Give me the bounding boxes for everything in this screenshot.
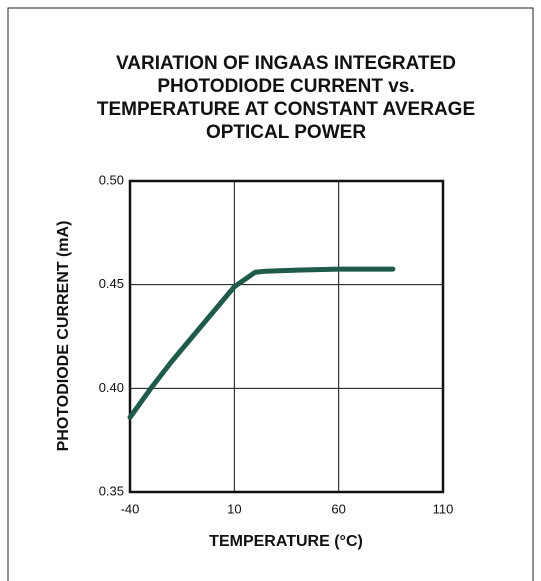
x-tick-label: -40 bbox=[121, 501, 140, 516]
y-tick-label: 0.45 bbox=[99, 276, 124, 291]
x-tick-label: 60 bbox=[331, 501, 345, 516]
x-tick-label: 10 bbox=[227, 501, 241, 516]
chart-title: PHOTODIODE CURRENT vs. bbox=[157, 76, 414, 97]
x-axis-label: TEMPERATURE (°C) bbox=[209, 533, 363, 550]
data-line bbox=[127, 266, 396, 420]
y-tick-label: 0.35 bbox=[99, 483, 124, 498]
plot-frame bbox=[128, 179, 445, 494]
frame bbox=[7, 7, 534, 581]
y-tick-label: 0.50 bbox=[99, 172, 124, 187]
y-tick-label: 0.40 bbox=[99, 380, 124, 395]
x-tick-label: 110 bbox=[433, 501, 454, 516]
chart-title: OPTICAL POWER bbox=[206, 122, 366, 143]
chart-title: TEMPERATURE AT CONSTANT AVERAGE bbox=[97, 99, 475, 120]
y-axis-label: PHOTODIODE CURRENT (mA) bbox=[55, 221, 72, 452]
chart-title: VARIATION OF INGAAS INTEGRATED bbox=[116, 53, 456, 74]
